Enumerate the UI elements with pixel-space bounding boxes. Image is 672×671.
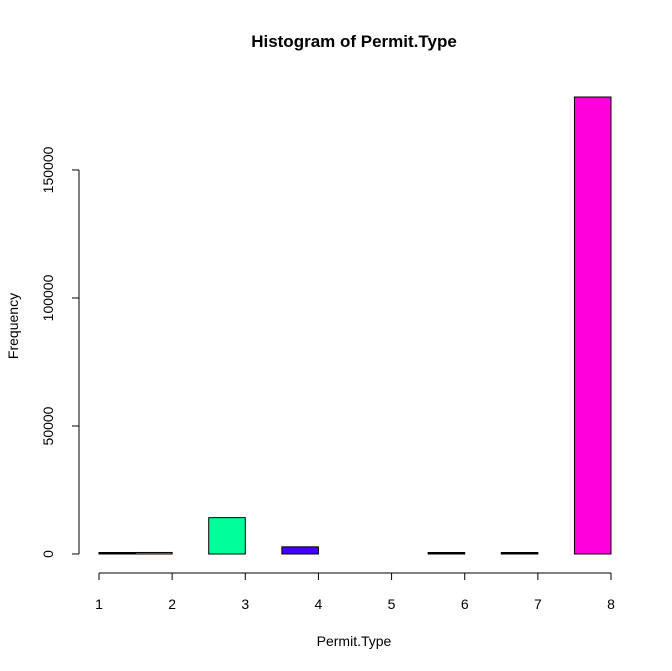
bar-5 — [427, 552, 466, 555]
bar-2 — [135, 551, 173, 555]
x-tick-label: 2 — [168, 596, 176, 612]
x-axis: 1 2 3 4 5 6 7 8 — [95, 572, 615, 612]
y-tick-label: 150000 — [40, 146, 56, 193]
y-tick-label: 50000 — [40, 406, 56, 445]
bar-1 — [98, 552, 137, 555]
x-tick-label: 6 — [461, 596, 469, 612]
x-tick-label: 1 — [95, 596, 103, 612]
x-tick-label: 3 — [241, 596, 249, 612]
x-axis-label: Permit.Type — [317, 633, 392, 649]
bar-6 — [500, 552, 539, 555]
y-tick-label: 100000 — [40, 274, 56, 321]
y-tick-label: 0 — [40, 550, 56, 558]
bar-7 — [573, 96, 612, 555]
chart-title: Histogram of Permit.Type — [251, 32, 457, 51]
x-tick-label: 4 — [315, 596, 323, 612]
y-axis-label: Frequency — [5, 293, 21, 359]
x-tick-label: 7 — [534, 596, 542, 612]
bar-4 — [281, 546, 319, 555]
x-tick-label: 5 — [388, 596, 396, 612]
bars-group — [98, 96, 612, 555]
bar-3 — [208, 517, 246, 555]
x-tick-label: 8 — [607, 596, 615, 612]
y-axis: 0 50000 100000 150000 — [40, 146, 80, 558]
